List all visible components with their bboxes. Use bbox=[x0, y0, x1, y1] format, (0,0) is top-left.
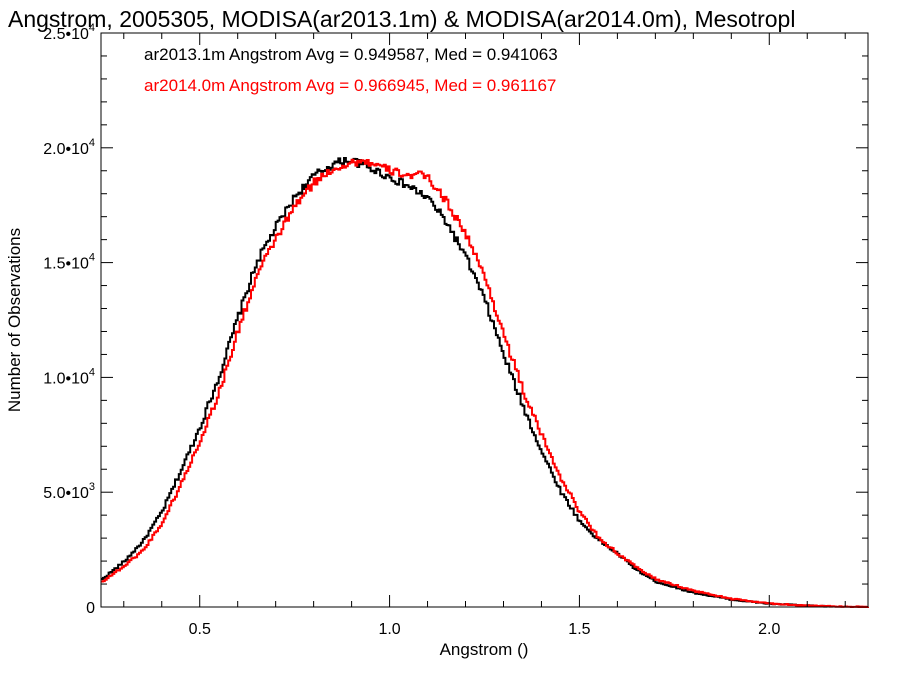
chart-title: Angstrom, 2005305, MODISA(ar2013.1m) & M… bbox=[8, 6, 796, 32]
y-tick-label: 2.0•104 bbox=[43, 137, 95, 158]
stats-annotation-2: ar2014.0m Angstrom Avg = 0.966945, Med =… bbox=[144, 76, 556, 95]
y-tick-label: 1.5•104 bbox=[43, 252, 95, 273]
series-layer bbox=[101, 157, 869, 608]
x-tick-label: 0.5 bbox=[189, 621, 211, 638]
tick-labels-layer: 0.5 1.0 1.5 2.0 0 5.0•103 1.0•104 1.5•104 2.0•10… bbox=[43, 22, 780, 638]
ticks-layer bbox=[101, 32, 868, 608]
stats-annotation-1: ar2013.1m Angstrom Avg = 0.949587, Med =… bbox=[144, 45, 558, 64]
y-tick-label: 2.5•104 bbox=[43, 22, 95, 43]
x-tick-label: 1.0 bbox=[378, 621, 400, 638]
y-tick-label: 5.0•103 bbox=[43, 481, 95, 502]
y-tick-label: 1.0•104 bbox=[43, 366, 95, 387]
series-ar2013-line bbox=[101, 157, 828, 608]
y-tick-label: 0 bbox=[86, 600, 95, 617]
x-axis-label: Angstrom () bbox=[440, 640, 529, 659]
y-axis-label: Number of Observations bbox=[5, 228, 24, 412]
x-tick-label: 1.5 bbox=[568, 621, 590, 638]
plot-frame bbox=[100, 32, 869, 608]
x-tick-label: 2.0 bbox=[758, 621, 780, 638]
series-ar2014-line bbox=[101, 158, 869, 608]
